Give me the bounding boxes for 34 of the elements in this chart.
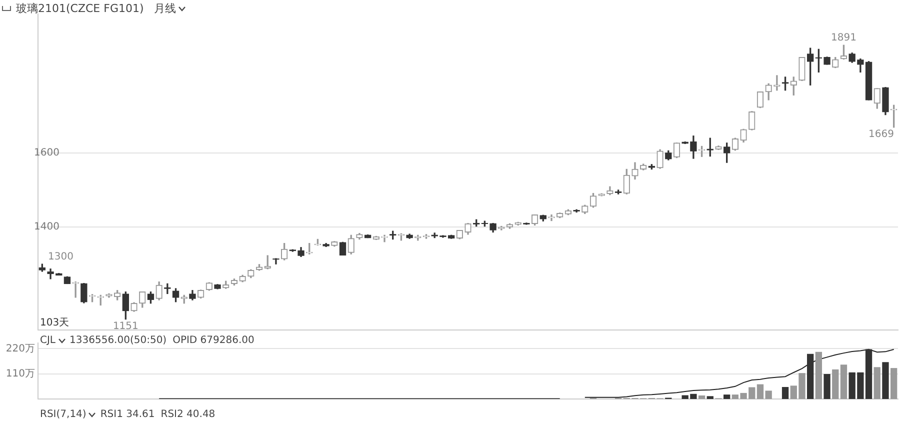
annotation: 1300: [48, 252, 74, 263]
candlestick: [272, 258, 280, 264]
bar: [782, 387, 789, 399]
bar: [706, 396, 714, 399]
bar: [890, 368, 898, 399]
bar: [824, 374, 830, 399]
bar: [724, 394, 730, 399]
chart-subtitle: 月线: [154, 1, 176, 16]
annotation: 103天: [40, 318, 70, 329]
chart-title: 玻璃2101(CZCE FG101): [16, 1, 144, 16]
text: RSI1 34.61: [100, 409, 155, 420]
y-tick-label: 110万: [6, 368, 35, 380]
bar: [756, 384, 764, 399]
bar: [698, 395, 706, 399]
bar: [874, 367, 880, 399]
candlestick: [381, 234, 388, 242]
y-tick-label: 220万: [6, 343, 35, 354]
candlestick: [72, 282, 79, 298]
annotation: 1669: [868, 128, 894, 140]
annotation: 1151: [112, 320, 138, 332]
bar: [840, 364, 848, 399]
annotation: 1336556.00(50:50): [70, 335, 167, 346]
bar: [807, 354, 814, 399]
bar: [765, 390, 772, 399]
bar: [815, 352, 822, 399]
text: RSI(7,14): [40, 409, 86, 420]
bar: [832, 369, 839, 399]
annotation: 1891: [831, 32, 856, 44]
y-tick-label: 1400: [34, 222, 60, 233]
annotation: OPID 679286.00: [172, 335, 254, 346]
text: RSI2 40.48: [160, 409, 216, 420]
chart-title: CJL: [40, 335, 56, 346]
bar: [882, 362, 889, 399]
y-tick-label: 1600: [34, 148, 60, 159]
